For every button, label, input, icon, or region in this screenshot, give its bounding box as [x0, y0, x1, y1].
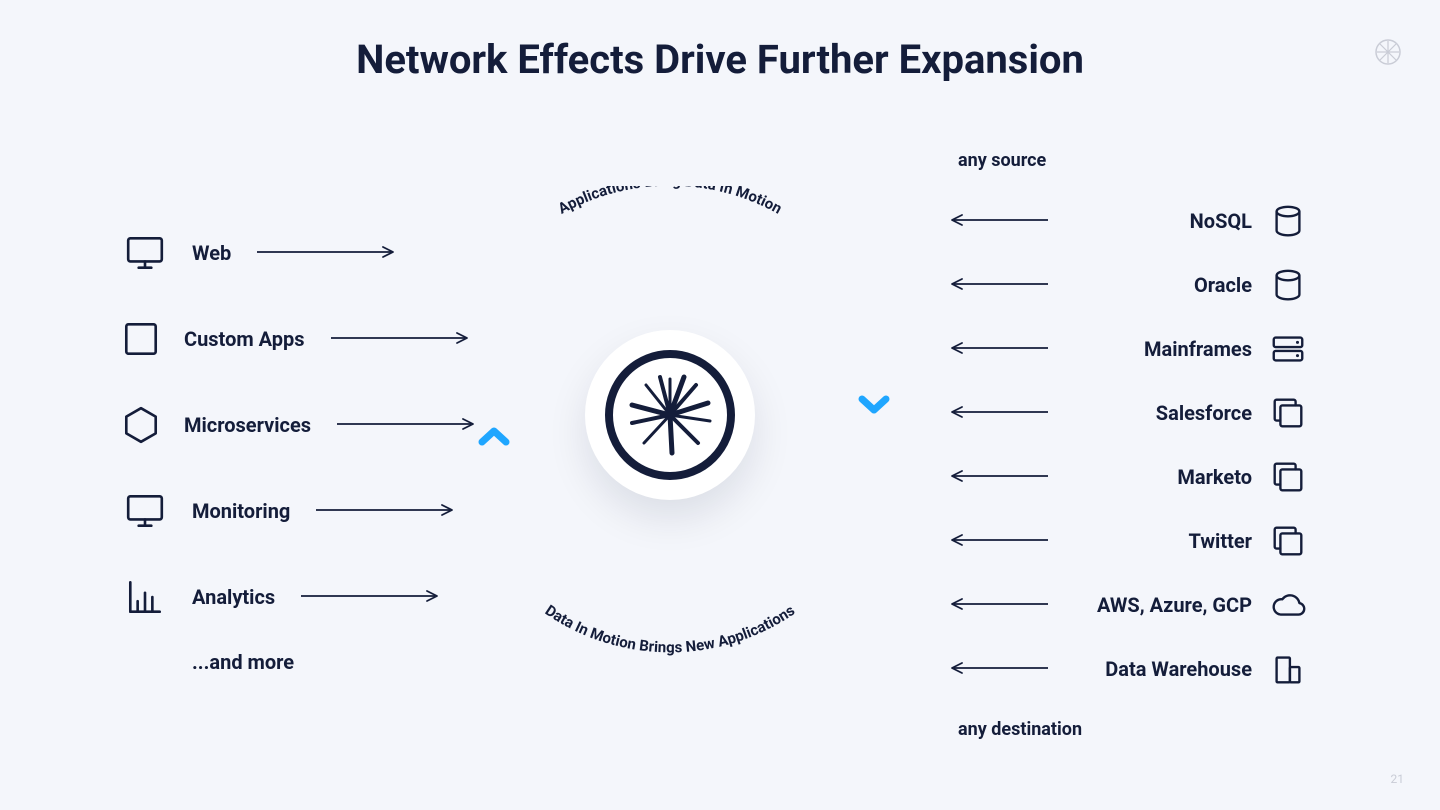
right-source-item: AWS, Azure, GCP [950, 573, 1310, 637]
left-app-label: Web [192, 241, 231, 265]
right-source-item: Mainframes [950, 317, 1310, 381]
left-app-label: Analytics [192, 585, 275, 609]
left-app-label: Monitoring [192, 499, 290, 523]
arrow-left-icon [950, 212, 1050, 231]
arrow-left-icon [950, 404, 1050, 423]
cloud-icon [1266, 586, 1310, 624]
square-icon [120, 318, 162, 360]
svg-text:Data In Motion Brings New Appl: Data In Motion Brings New Applications [542, 601, 798, 656]
arc-bottom-text: Data In Motion Brings New Applications [480, 560, 860, 660]
left-and-more: ...and more [192, 650, 460, 674]
caret-down-icon [858, 393, 890, 421]
arrow-right-icon [299, 588, 439, 607]
svg-text:Applications Bring Data In Mot: Applications Bring Data In Motion [555, 186, 785, 218]
right-source-label: Data Warehouse [1066, 657, 1252, 681]
building-icon [1266, 650, 1310, 688]
arrow-left-icon [950, 340, 1050, 359]
right-source-label: NoSQL [1066, 209, 1252, 233]
right-source-label: Salesforce [1066, 401, 1252, 425]
hexagon-icon [120, 404, 162, 446]
app-stack-icon [1266, 458, 1310, 496]
server-icon [1266, 330, 1310, 368]
app-stack-icon [1266, 522, 1310, 560]
right-source-label: Oracle [1066, 273, 1252, 297]
left-app-item: Analytics [120, 554, 460, 640]
arrow-left-icon [950, 660, 1050, 679]
arrow-left-icon [950, 468, 1050, 487]
corner-logo-icon [1374, 38, 1402, 70]
left-app-item: Microservices [120, 382, 460, 468]
arrow-left-icon [950, 532, 1050, 551]
left-apps-column: Web Custom Apps Microservices Monitoring… [120, 210, 460, 674]
right-source-item: Twitter [950, 509, 1310, 573]
left-app-item: Web [120, 210, 460, 296]
left-app-item: Monitoring [120, 468, 460, 554]
left-app-label: Microservices [184, 413, 311, 437]
page-title: Network Effects Drive Further Expansion [0, 36, 1440, 83]
caret-up-icon [478, 425, 510, 453]
right-sources-column: any source NoSQL Oracle Mainframes Sales… [950, 150, 1310, 740]
arrow-left-icon [950, 276, 1050, 295]
right-source-label: Mainframes [1066, 337, 1252, 361]
monitor-icon [120, 232, 170, 274]
monitor-icon [120, 490, 170, 532]
right-source-item: NoSQL [950, 189, 1310, 253]
right-source-label: Twitter [1066, 529, 1252, 553]
arrow-right-icon [255, 244, 395, 263]
arrow-left-icon [950, 596, 1050, 615]
right-source-label: AWS, Azure, GCP [1066, 593, 1252, 617]
page-number: 21 [1391, 772, 1405, 786]
right-source-label: Marketo [1066, 465, 1252, 489]
left-app-label: Custom Apps [184, 327, 305, 351]
arc-top-text: Applications Bring Data In Motion [480, 186, 860, 276]
arrow-right-icon [335, 416, 475, 435]
right-any-source: any source [958, 150, 1310, 171]
right-source-item: Salesforce [950, 381, 1310, 445]
cylinder-icon [1266, 202, 1310, 240]
right-any-destination: any destination [958, 719, 1310, 740]
right-source-item: Data Warehouse [950, 637, 1310, 701]
arrow-right-icon [329, 330, 469, 349]
cylinder-icon [1266, 266, 1310, 304]
right-source-item: Oracle [950, 253, 1310, 317]
bar-chart-icon [120, 576, 170, 618]
arrow-right-icon [314, 502, 454, 521]
confluent-burst-icon [626, 371, 714, 459]
right-source-item: Marketo [950, 445, 1310, 509]
app-stack-icon [1266, 394, 1310, 432]
left-app-item: Custom Apps [120, 296, 460, 382]
center-hub [585, 330, 755, 500]
